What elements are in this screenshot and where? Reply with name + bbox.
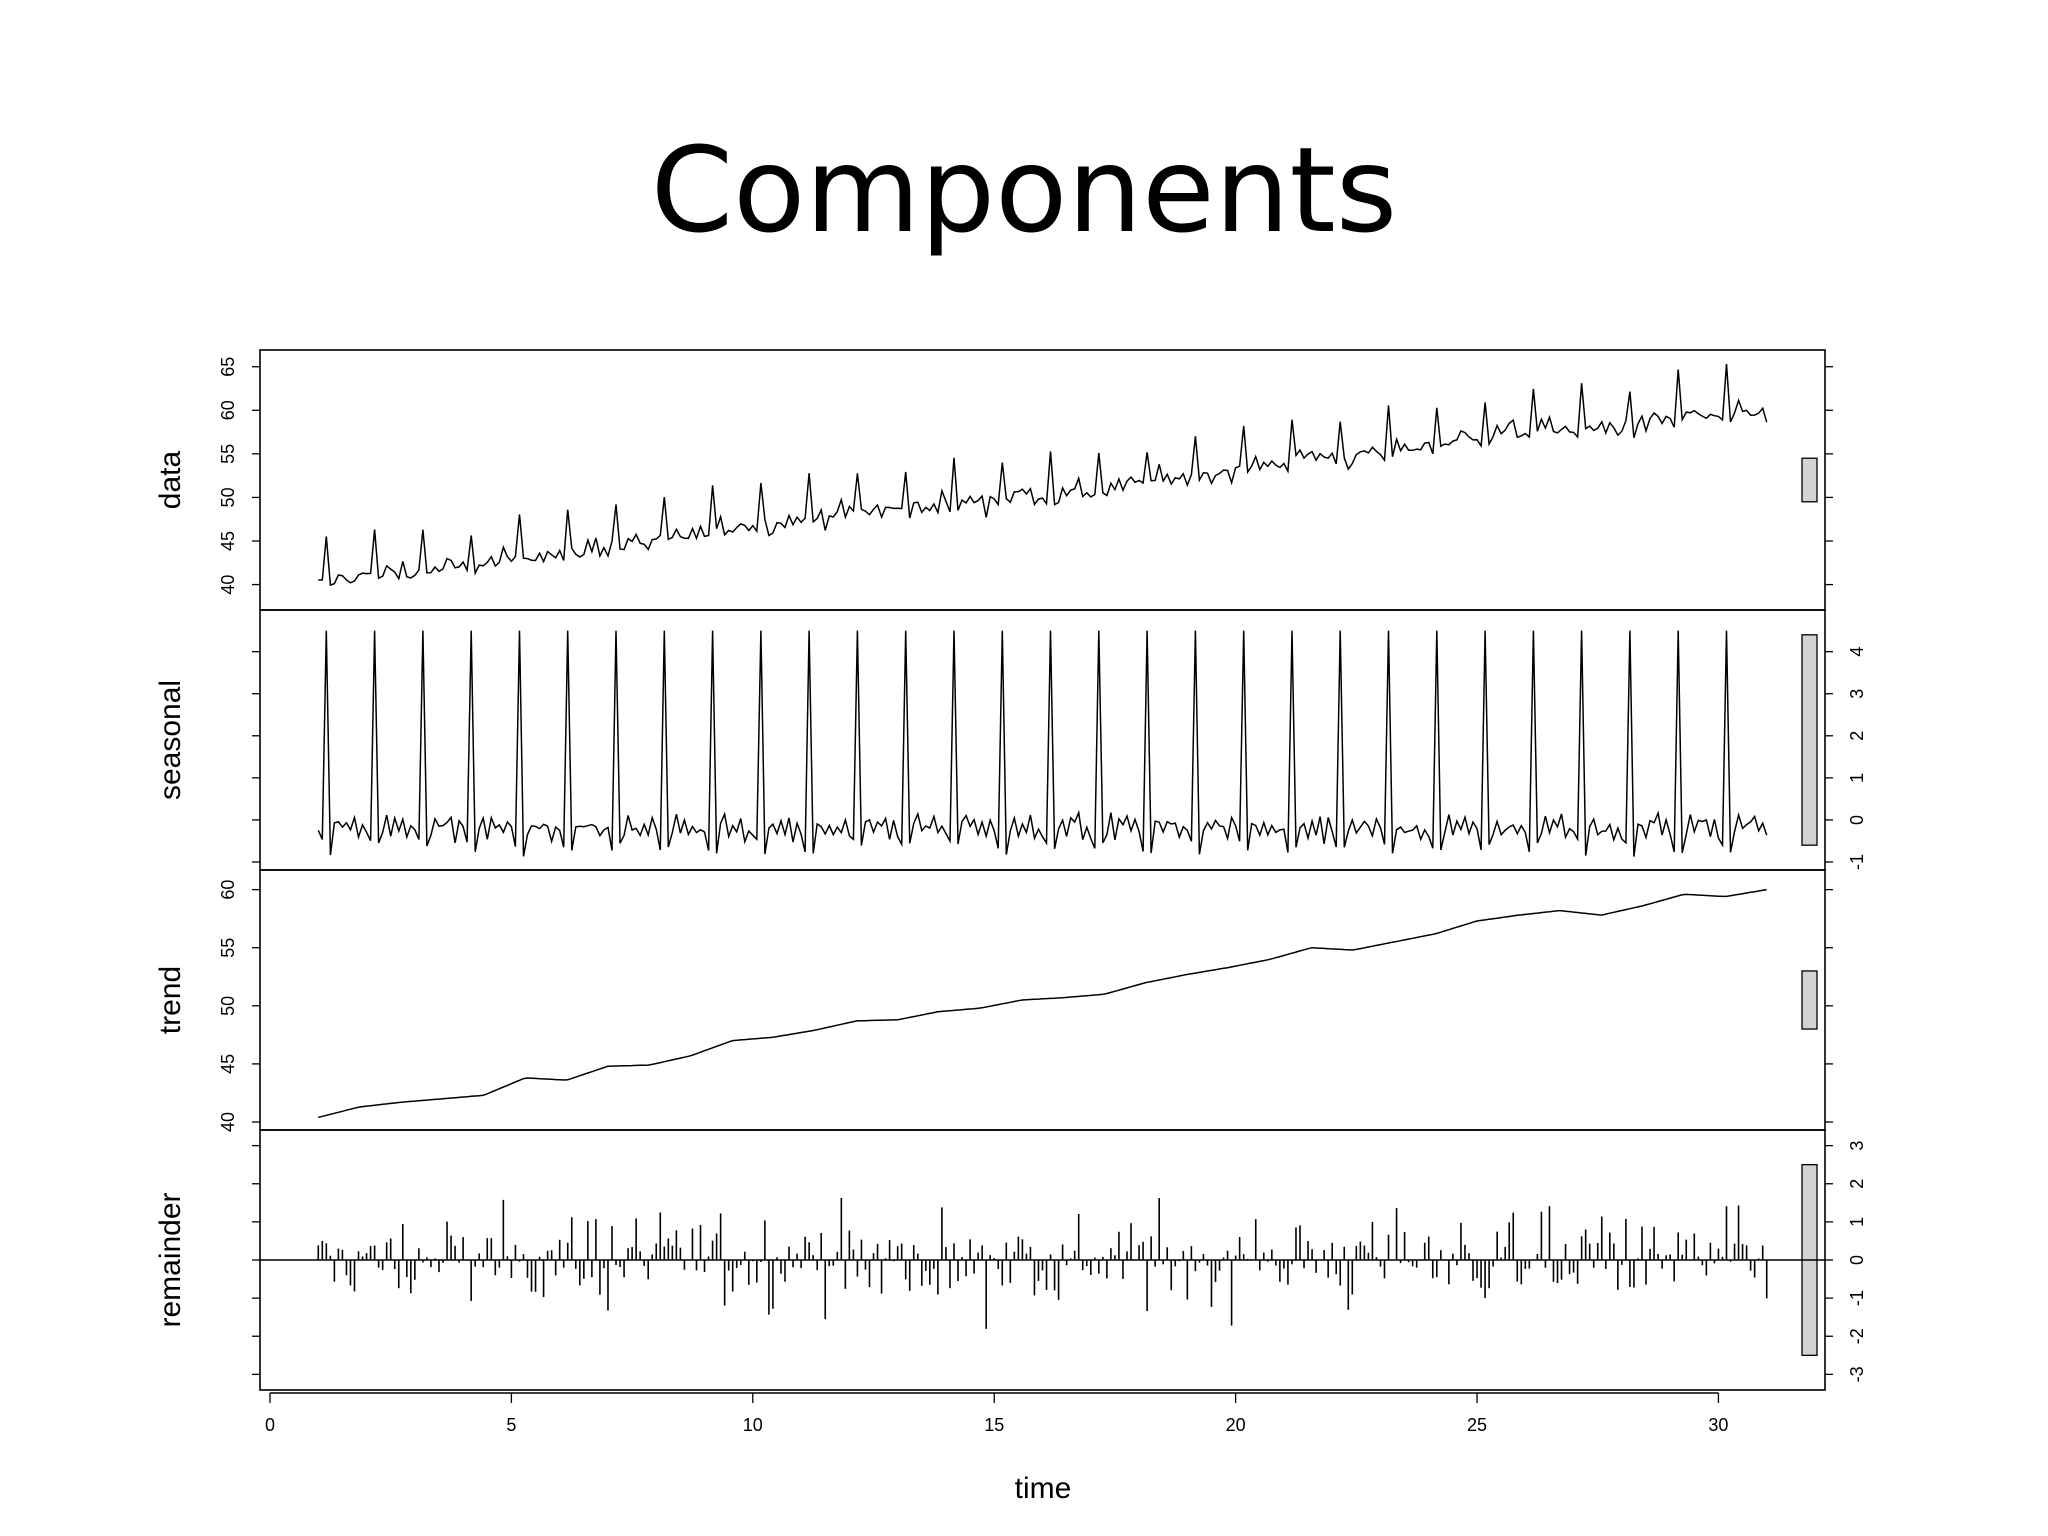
panel-label-data: data <box>154 450 187 509</box>
y-tick-label-trend: 60 <box>218 880 238 900</box>
y-tick-label-trend: 55 <box>218 938 238 958</box>
y-tick-label-data: 45 <box>218 531 238 551</box>
panel-label-remainder: remainder <box>154 1192 187 1327</box>
y-tick-label-seasonal: -1 <box>1847 854 1867 870</box>
y-tick-label-seasonal: 4 <box>1847 647 1867 657</box>
panel-label-seasonal: seasonal <box>154 680 187 800</box>
y-tick-label-seasonal: 3 <box>1847 689 1867 699</box>
y-tick-label-trend: 40 <box>218 1112 238 1132</box>
panel-frame-data <box>259 349 1826 611</box>
y-tick-label-data: 60 <box>218 400 238 420</box>
x-tick-label: 20 <box>1226 1415 1246 1435</box>
y-tick-label-remainder: -1 <box>1847 1290 1867 1306</box>
y-tick-label-remainder: 0 <box>1847 1255 1867 1265</box>
y-tick-label-remainder: -3 <box>1847 1366 1867 1382</box>
y-tick-label-remainder: -2 <box>1847 1328 1867 1344</box>
y-tick-label-remainder: 3 <box>1847 1141 1867 1151</box>
x-tick-label: 5 <box>506 1415 516 1435</box>
range-bar-data <box>1801 457 1818 503</box>
series-line-trend <box>318 888 1767 1119</box>
y-tick-label-seasonal: 2 <box>1847 731 1867 741</box>
y-tick-label-data: 65 <box>218 357 238 377</box>
x-tick-label: 25 <box>1467 1415 1487 1435</box>
panel-frame-seasonal <box>259 609 1826 871</box>
y-tick-label-trend: 45 <box>218 1054 238 1074</box>
y-tick-label-remainder: 1 <box>1847 1217 1867 1227</box>
range-bar-seasonal <box>1801 634 1818 846</box>
y-tick-label-trend: 50 <box>218 996 238 1016</box>
range-bar-trend <box>1801 970 1818 1030</box>
x-tick-label: 15 <box>984 1415 1004 1435</box>
y-tick-label-remainder: 2 <box>1847 1179 1867 1189</box>
y-tick-label-data: 40 <box>218 575 238 595</box>
y-tick-label-seasonal: 0 <box>1847 815 1867 825</box>
y-tick-label-data: 50 <box>218 487 238 507</box>
slide-title: Components <box>650 121 1398 259</box>
x-tick-label: 10 <box>743 1415 763 1435</box>
y-tick-label-seasonal: 1 <box>1847 773 1867 783</box>
x-tick-label: 30 <box>1708 1415 1728 1435</box>
series-line-data <box>318 363 1768 587</box>
panel-label-trend: trend <box>154 966 187 1034</box>
x-tick-label: 0 <box>265 1415 275 1435</box>
y-tick-label-data: 55 <box>218 444 238 464</box>
x-axis-title: time <box>1015 1472 1072 1505</box>
series-line-seasonal <box>317 630 1768 857</box>
